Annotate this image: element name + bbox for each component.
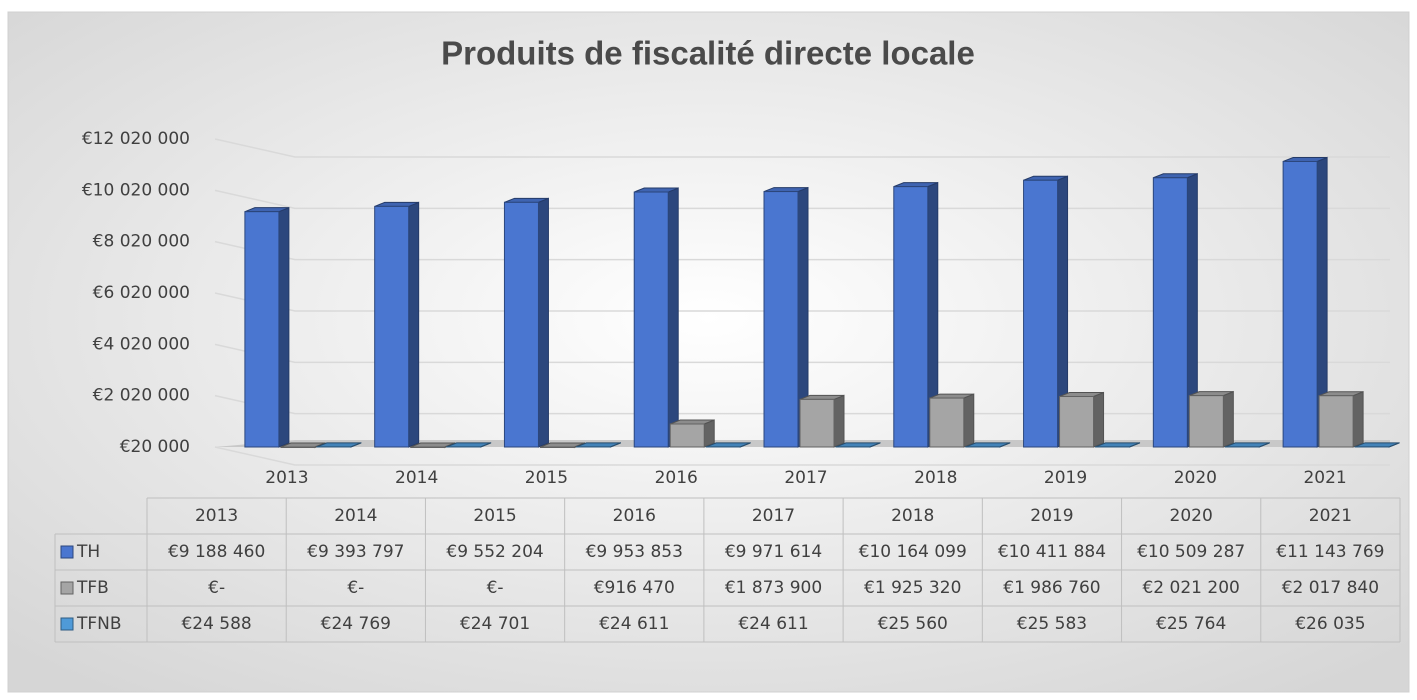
grid-line	[214, 138, 1390, 158]
x-tick-label: 2013	[265, 468, 308, 488]
y-tick-label: €4 020 000	[93, 334, 190, 354]
legend-label: TH	[76, 542, 100, 562]
bar	[1023, 179, 1059, 448]
bar	[539, 446, 575, 449]
table-cell: €2 017 840	[1282, 578, 1379, 598]
table-cell: €24 769	[321, 614, 391, 634]
table-cell: €11 143 769	[1276, 542, 1384, 562]
legend-key	[60, 617, 74, 631]
y-tick-label: €10 020 000	[82, 180, 190, 200]
bar-side	[963, 393, 975, 448]
bar	[1282, 160, 1318, 448]
bar	[410, 446, 446, 449]
x-tick-label: 2021	[1303, 468, 1346, 488]
x-tick-label: 2018	[914, 468, 957, 488]
table-cell: €25 583	[1017, 614, 1087, 634]
bar	[929, 397, 965, 448]
bar-side	[1222, 390, 1234, 448]
x-tick-label: 2016	[655, 468, 698, 488]
table-header: 2016	[613, 506, 656, 526]
table-cell: €1 925 320	[864, 578, 961, 598]
bar-side	[408, 201, 420, 448]
table-cell: €24 701	[460, 614, 530, 634]
y-tick-label: €20 000	[120, 437, 190, 457]
bar	[244, 211, 280, 448]
table-header: 2015	[473, 506, 516, 526]
table-cell: €9 393 797	[307, 542, 404, 562]
table-header: 2018	[891, 506, 934, 526]
table-cell: €25 764	[1156, 614, 1226, 634]
bar	[633, 191, 669, 448]
table-cell: €1 986 760	[1003, 578, 1100, 598]
bar-side	[703, 419, 715, 448]
table-header: 2021	[1309, 506, 1352, 526]
table-cell: €24 611	[738, 614, 808, 634]
bar-side	[1093, 391, 1105, 448]
table-cell: €24 588	[181, 614, 251, 634]
x-tick-label: 2017	[784, 468, 827, 488]
bar	[1059, 396, 1095, 448]
table-header: 2017	[752, 506, 795, 526]
table-cell: €25 560	[878, 614, 948, 634]
bar	[280, 446, 316, 449]
bar-side	[833, 394, 845, 448]
x-tick-label: 2019	[1044, 468, 1087, 488]
bar	[669, 423, 705, 448]
table-cell: €9 552 204	[446, 542, 543, 562]
bar	[503, 201, 539, 448]
table-cell: €-	[347, 578, 364, 598]
y-tick-label: €12 020 000	[82, 129, 190, 149]
table-cell: €10 164 099	[859, 542, 967, 562]
legend-label: TFB	[76, 578, 109, 598]
table-header: 2019	[1030, 506, 1073, 526]
table-cell: €9 188 460	[168, 542, 265, 562]
table-cell: €26 035	[1295, 614, 1365, 634]
x-tick-label: 2014	[395, 468, 438, 488]
table-header: 2014	[334, 506, 377, 526]
table-cell: €916 470	[594, 578, 675, 598]
bar	[1152, 177, 1188, 448]
table-cell: €2 021 200	[1142, 578, 1239, 598]
legend-key	[60, 581, 74, 595]
table-cell: €24 611	[599, 614, 669, 634]
bar	[1318, 395, 1354, 448]
y-tick-label: €6 020 000	[93, 283, 190, 303]
bar-side	[278, 206, 290, 448]
table-cell: €10 509 287	[1137, 542, 1245, 562]
table-header: 2020	[1170, 506, 1213, 526]
grid-line	[214, 446, 1390, 466]
table-cell: €-	[208, 578, 225, 598]
legend-label: TFNB	[76, 614, 122, 634]
bar	[1188, 395, 1224, 448]
table-cell: €-	[487, 578, 504, 598]
bar	[799, 398, 835, 448]
bar	[893, 186, 929, 448]
y-tick-label: €2 020 000	[93, 386, 190, 406]
table-cell: €1 873 900	[725, 578, 822, 598]
bar	[763, 191, 799, 448]
y-tick-label: €8 020 000	[93, 232, 190, 252]
chart-title: Produits de fiscalité directe locale	[441, 35, 975, 72]
bar	[374, 205, 410, 448]
x-tick-label: 2015	[525, 468, 568, 488]
table-cell: €10 411 884	[998, 542, 1106, 562]
bar-side	[537, 197, 549, 448]
table-cell: €9 971 614	[725, 542, 822, 562]
bar-side	[1352, 390, 1364, 448]
x-tick-label: 2020	[1174, 468, 1217, 488]
table-header: 2013	[195, 506, 238, 526]
table-cell: €9 953 853	[586, 542, 683, 562]
legend-key	[60, 545, 74, 559]
bar-side	[667, 187, 679, 448]
